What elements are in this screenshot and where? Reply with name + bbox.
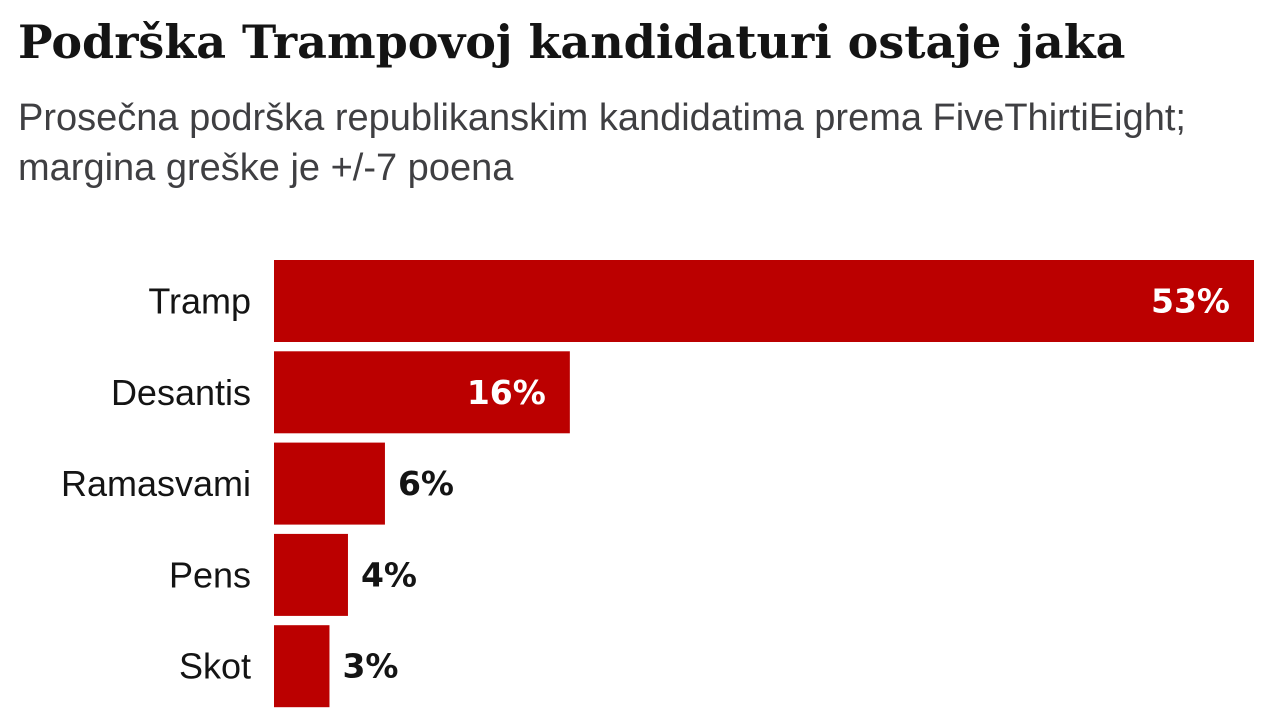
bar-pens (274, 533, 348, 616)
bar-tramp (274, 260, 1254, 342)
value-label: 4% (361, 555, 417, 594)
bar-row-skot: Skot 3% (179, 625, 399, 708)
bar-desantis (274, 351, 570, 434)
value-label: 3% (342, 647, 398, 686)
category-label: Skot (179, 646, 251, 687)
bar-row-pens: Pens 4% (169, 533, 417, 616)
value-label: 53% (1151, 282, 1230, 321)
value-label: 6% (398, 464, 454, 503)
bar-ramasvami (274, 442, 385, 525)
bar-row-ramasvami: Ramasvami 6% (61, 442, 454, 525)
bar-skot (274, 625, 330, 708)
category-label: Tramp (148, 281, 251, 322)
category-label: Ramasvami (61, 463, 251, 504)
bars-layer: Tramp 53% Desantis 16% Ramasvami 6% Pens 4% Skot… (61, 260, 1254, 708)
value-label: 16% (467, 373, 546, 412)
bar-row-tramp: Tramp 53% (148, 260, 1254, 342)
chart-subtitle: Prosečna podrška republikanskim kandidat… (18, 97, 1186, 189)
category-label: Pens (169, 554, 251, 595)
bar-row-desantis: Desantis 16% (111, 351, 570, 434)
category-label: Desantis (111, 372, 251, 413)
chart-title: Podrška Trampovoj kandidaturi ostaje jak… (18, 15, 1126, 69)
